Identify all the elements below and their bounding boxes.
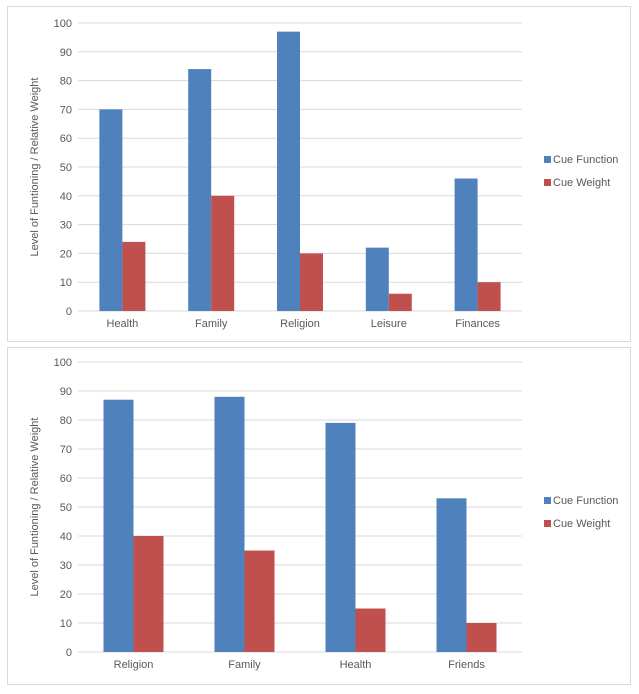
y-tick-label: 40 — [60, 191, 72, 203]
legend: Cue Function Cue Weight — [544, 495, 618, 530]
y-tick-label: 20 — [60, 589, 72, 601]
bar-cue-weight-friends — [466, 623, 497, 652]
chart-panel-1: 0 10 20 30 40 50 60 70 80 90 100 Level of Funtionin… — [7, 6, 631, 342]
chart-panel-2: 0 10 20 30 40 50 60 70 80 90 100 Level of Funtionin… — [7, 347, 631, 685]
y-tick-label: 10 — [60, 618, 72, 630]
bar-cue-function-finances — [454, 178, 478, 311]
legend-label: Cue Weight — [553, 518, 610, 530]
bar-chart-1: 0 10 20 30 40 50 60 70 80 90 100 Level of Funtionin… — [29, 18, 618, 330]
bar-cue-weight-family — [211, 195, 235, 311]
y-tick-label: 0 — [66, 647, 72, 659]
bar-cue-weight-health — [122, 241, 146, 311]
y-tick-label: 100 — [54, 357, 72, 369]
y-tick-label: 70 — [60, 444, 72, 456]
bar-cue-function-health — [325, 422, 356, 652]
bar-cue-weight-leisure — [388, 293, 412, 311]
legend-label: Cue Function — [553, 495, 618, 507]
bar-cue-function-health — [99, 109, 123, 312]
legend-label: Cue Weight — [553, 177, 610, 189]
x-tick-label: Finances — [455, 318, 500, 330]
y-tick-label: 40 — [60, 531, 72, 543]
x-tick-label: Family — [228, 659, 261, 671]
bar-cue-function-friends — [436, 498, 467, 652]
legend-label: Cue Function — [553, 154, 618, 166]
bar-cue-function-religion — [103, 399, 134, 652]
x-tick-label: Leisure — [371, 318, 407, 330]
bar-cue-weight-family — [244, 550, 275, 652]
legend-swatch — [544, 497, 551, 504]
x-tick-label: Religion — [114, 659, 154, 671]
y-tick-label: 20 — [60, 248, 72, 260]
x-tick-label: Health — [340, 659, 372, 671]
y-tick-label: 10 — [60, 277, 72, 289]
x-tick-label: Health — [107, 318, 139, 330]
bar-cue-weight-health — [355, 608, 386, 652]
y-tick-label: 30 — [60, 560, 72, 572]
legend: Cue Function Cue Weight — [544, 154, 618, 189]
legend-swatch — [544, 179, 551, 186]
y-tick-label: 80 — [60, 76, 72, 88]
y-tick-label: 100 — [54, 18, 72, 30]
y-tick-label: 90 — [60, 47, 72, 59]
y-tick-label: 30 — [60, 220, 72, 232]
legend-swatch — [544, 156, 551, 163]
bar-chart-2: 0 10 20 30 40 50 60 70 80 90 100 Level of Funtionin… — [29, 357, 618, 671]
y-tick-label: 60 — [60, 133, 72, 145]
y-tick-label: 60 — [60, 473, 72, 485]
x-tick-label: Family — [195, 318, 228, 330]
bar-cue-function-family — [188, 69, 212, 311]
x-tick-label: Friends — [448, 659, 485, 671]
bar-cue-function-family — [214, 396, 245, 652]
y-tick-label: 80 — [60, 415, 72, 427]
bar-cue-weight-religion — [133, 536, 164, 652]
y-tick-label: 90 — [60, 386, 72, 398]
bar-cue-weight-finances — [477, 282, 501, 311]
bar-cue-function-religion — [277, 31, 300, 311]
y-axis-label: Level of Funtioning / Relative Weight — [29, 78, 41, 257]
y-tick-label: 50 — [60, 502, 72, 514]
y-tick-label: 0 — [66, 306, 72, 318]
y-tick-label: 70 — [60, 104, 72, 116]
bar-cue-weight-religion — [300, 253, 323, 311]
y-axis-label: Level of Funtioning / Relative Weight — [29, 418, 41, 597]
x-tick-label: Religion — [280, 318, 320, 330]
y-tick-label: 50 — [60, 162, 72, 174]
legend-swatch — [544, 520, 551, 527]
bar-cue-function-leisure — [365, 247, 389, 311]
